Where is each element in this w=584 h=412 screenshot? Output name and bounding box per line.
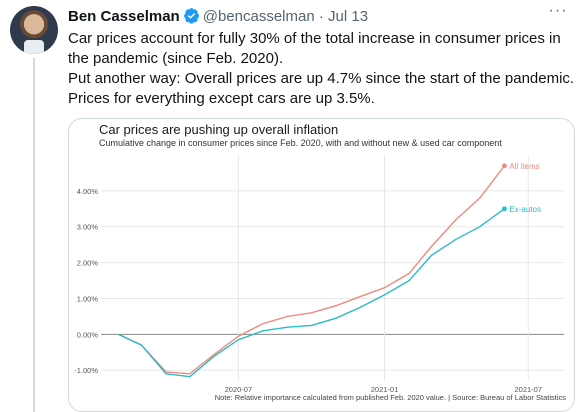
line-chart: 4.00% 3.00% 2.00% 1.00% 0.00% -1.00% 2020-07 20… (74, 155, 564, 394)
y-tick-label: 3.00% (77, 223, 99, 232)
chart-image-card[interactable]: Car prices are pushing up overall inflat… (68, 118, 575, 412)
tweet-text-line: Prices for everything except cars are up… (68, 90, 375, 107)
separator-dot: · (318, 8, 324, 25)
tweet-text-line: Put another way: Overall prices are up 4… (68, 70, 575, 87)
author-name[interactable]: Ben Casselman (68, 8, 180, 25)
x-tick-label: 2021-01 (371, 385, 399, 394)
more-horizontal-icon[interactable]: ··· (548, 2, 568, 19)
tweet-text: Car prices account for fully 30% of the … (68, 29, 575, 109)
thread-connector-line (33, 58, 35, 412)
author-handle[interactable]: @bencasselman (202, 8, 315, 25)
y-tick-label: 0.00% (77, 330, 99, 339)
series-line-0 (118, 165, 505, 375)
y-tick-label: 4.00% (77, 187, 99, 196)
avatar-shirt (24, 40, 44, 54)
tweet-text-line: Car prices account for fully 30% of the … (68, 30, 561, 47)
chart-subtitle: Cumulative change in consumer prices sin… (99, 138, 502, 148)
x-tick-label: 2020-07 (225, 385, 253, 394)
y-tick-label: 1.00% (77, 294, 99, 303)
chart-title: Car prices are pushing up overall inflat… (99, 122, 339, 137)
y-tick-label: -1.00% (74, 366, 98, 375)
tweet-timestamp[interactable]: Jul 13 (328, 8, 369, 25)
chart-source-note: Note: Relative importance calculated fro… (214, 393, 566, 402)
x-tick-label: 2021-07 (514, 385, 542, 394)
series-end-point (502, 206, 507, 212)
verified-badge-icon (183, 7, 200, 29)
series-end-point (502, 163, 507, 169)
series-end-label: Ex-autos (509, 205, 541, 214)
tweet-header: Ben Casselman @bencasselman · Jul 13 (68, 7, 368, 29)
y-tick-label: 2.00% (77, 259, 99, 268)
series-line-1 (118, 208, 505, 378)
tweet-text-line: the pandemic (since Feb. 2020). (68, 50, 284, 67)
series-end-label: All items (509, 162, 539, 171)
author-avatar[interactable] (10, 6, 58, 54)
